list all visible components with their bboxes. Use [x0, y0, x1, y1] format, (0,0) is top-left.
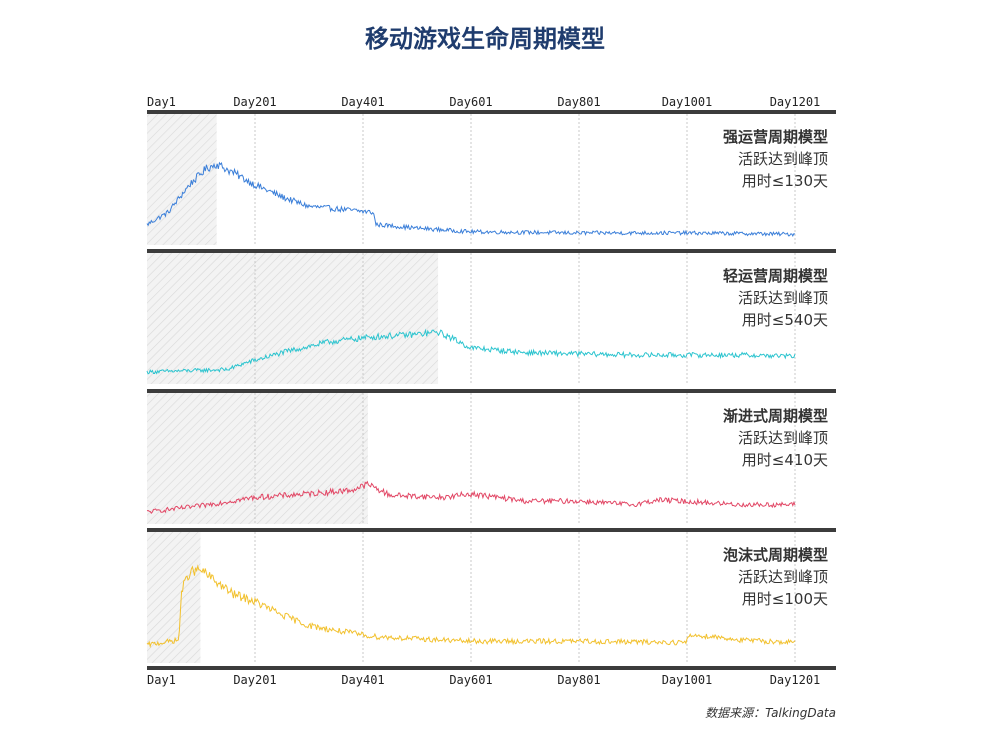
series-line: [146, 328, 796, 375]
source-note: 数据来源：TalkingData: [705, 706, 836, 720]
panels-group: 强运营周期模型活跃达到峰顶用时≤130天轻运营周期模型活跃达到峰顶用时≤540天…: [146, 114, 828, 663]
peak-region-hatch: [147, 532, 201, 663]
series-line: [146, 480, 796, 515]
x-tick-label: Day801: [557, 95, 600, 109]
x-tick-label: Day1: [147, 673, 176, 687]
panel-subtitle-1: 活跃达到峰顶: [738, 568, 828, 586]
panel-subtitle-2: 用时≤130天: [742, 172, 828, 190]
x-tick-label: Day601: [449, 95, 492, 109]
chart-title: 移动游戏生命周期模型: [365, 25, 605, 53]
peak-region-hatch: [147, 114, 217, 245]
x-tick-label: Day1001: [662, 95, 713, 109]
x-tick-label: Day1001: [662, 673, 713, 687]
x-tick-label: Day401: [341, 673, 384, 687]
panel-subtitle-1: 活跃达到峰顶: [738, 150, 828, 168]
panel-title: 强运营周期模型: [723, 128, 828, 146]
peak-region-hatch: [147, 253, 439, 384]
panel-subtitle-1: 活跃达到峰顶: [738, 289, 828, 307]
x-tick-label: Day1: [147, 95, 176, 109]
panel-title: 渐进式周期模型: [723, 407, 828, 425]
series-line: [146, 564, 796, 649]
x-tick-label: Day801: [557, 673, 600, 687]
axes-group: Day1 Day201 Day401 Day601 Day801 Day1001 Day12…: [147, 95, 836, 687]
panel-title: 泡沫式周期模型: [723, 546, 828, 564]
x-tick-label: Day1201: [770, 673, 821, 687]
panel-subtitle-2: 用时≤410天: [742, 451, 828, 469]
panel-title: 轻运营周期模型: [723, 267, 828, 285]
panel-subtitle-1: 活跃达到峰顶: [738, 429, 828, 447]
x-tick-label: Day1201: [770, 95, 821, 109]
panel-subtitle-2: 用时≤100天: [742, 590, 828, 608]
x-tick-label: Day401: [341, 95, 384, 109]
x-tick-label: Day601: [449, 673, 492, 687]
peak-region-hatch: [147, 393, 368, 524]
panel-subtitle-2: 用时≤540天: [742, 311, 828, 329]
series-line: [146, 161, 796, 237]
x-tick-label: Day201: [233, 95, 276, 109]
x-tick-label: Day201: [233, 673, 276, 687]
